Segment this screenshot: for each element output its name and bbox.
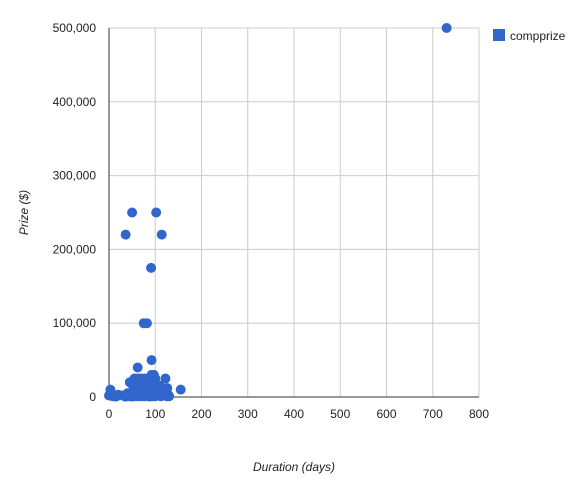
legend[interactable]: compprize bbox=[493, 29, 566, 43]
data-point[interactable] bbox=[157, 230, 167, 240]
x-tick-label: 300 bbox=[238, 407, 258, 421]
y-tick-label: 300,000 bbox=[53, 169, 97, 183]
x-axis-title: Duration (days) bbox=[253, 460, 335, 474]
data-point[interactable] bbox=[121, 230, 131, 240]
y-tick-label: 100,000 bbox=[53, 316, 97, 330]
x-tick-label: 0 bbox=[106, 407, 113, 421]
data-point[interactable] bbox=[142, 318, 152, 328]
data-point[interactable] bbox=[127, 392, 137, 402]
legend-label-compprize: compprize bbox=[510, 29, 566, 43]
y-tick-label: 0 bbox=[89, 390, 96, 404]
x-tick-label: 500 bbox=[330, 407, 350, 421]
data-point[interactable] bbox=[442, 23, 452, 33]
y-tick-label: 400,000 bbox=[53, 95, 97, 109]
legend-swatch-compprize bbox=[493, 29, 505, 41]
data-point[interactable] bbox=[146, 263, 156, 273]
x-axis-ticks: 0 100 200 300 400 500 600 700 800 bbox=[106, 407, 490, 421]
x-tick-label: 800 bbox=[469, 407, 489, 421]
data-point[interactable] bbox=[147, 355, 157, 365]
y-tick-label: 200,000 bbox=[53, 242, 97, 256]
y-axis-title: Prize ($) bbox=[17, 190, 31, 235]
data-point[interactable] bbox=[176, 385, 186, 395]
data-point[interactable] bbox=[127, 208, 137, 218]
y-tick-label: 500,000 bbox=[53, 21, 97, 35]
data-point[interactable] bbox=[133, 362, 143, 372]
y-axis-ticks: 0 100,000 200,000 300,000 400,000 500,000 bbox=[53, 21, 97, 404]
x-tick-label: 100 bbox=[145, 407, 165, 421]
data-point[interactable] bbox=[145, 392, 155, 402]
x-tick-label: 700 bbox=[423, 407, 443, 421]
data-point[interactable] bbox=[104, 391, 114, 401]
x-tick-label: 600 bbox=[376, 407, 396, 421]
data-points bbox=[104, 23, 452, 402]
x-tick-label: 400 bbox=[284, 407, 304, 421]
x-tick-label: 200 bbox=[191, 407, 211, 421]
data-point[interactable] bbox=[151, 208, 161, 218]
data-point[interactable] bbox=[163, 390, 173, 400]
gridlines bbox=[109, 28, 479, 397]
